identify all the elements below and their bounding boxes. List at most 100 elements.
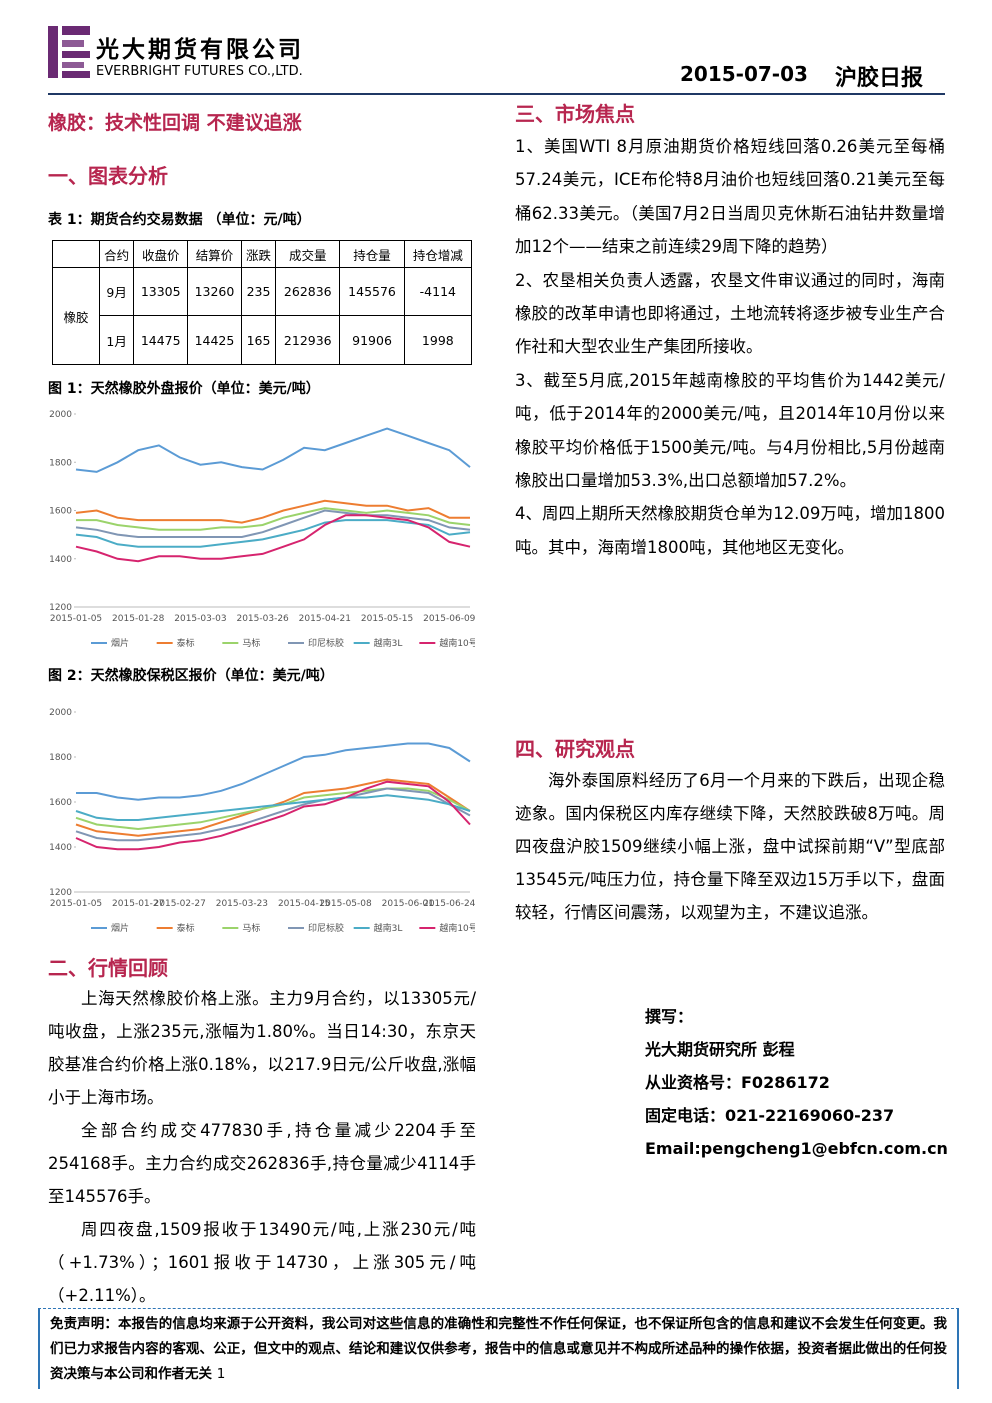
paragraph: 3、截至5月底,2015年越南橡胶的平均售价为1442美元/吨，低于2014年的… — [515, 370, 945, 491]
x-tick-label: 2015-01-28 — [112, 614, 165, 624]
table-cell: 145576 — [339, 267, 405, 316]
section-title: 四、研究观点 — [515, 737, 635, 761]
legend-label: 烟片 — [111, 922, 129, 934]
table-cell: 1998 — [403, 315, 473, 365]
legend-label: 泰标 — [177, 922, 195, 934]
series-line — [75, 787, 471, 842]
x-tick-label: 2015-01-27 — [112, 899, 164, 909]
author-block: 撰写： 光大期货研究所 彭程 从业资格号：F0286172 固定电话：021-2… — [645, 1000, 948, 1165]
table-cell — [52, 240, 100, 268]
table-header: 成交量 — [275, 240, 341, 268]
paragraph: 4、周四上期所天然橡胶期货仓单为12.09万吨，增加1800吨。其中，海南增18… — [515, 504, 945, 557]
table-cell: 13260 — [187, 267, 242, 316]
x-tick-label: 2015-03-23 — [216, 899, 268, 909]
figure-caption: 图 1：天然橡胶外盘报价（单位：美元/吨） — [48, 381, 320, 397]
disclaimer: 免责声明：本报告的信息均来源于公开资料，我公司对这些信息的准确性和完整性不作任何… — [50, 1316, 947, 1382]
company-cn: 光大期货有限公司 — [96, 37, 304, 63]
y-tick-label: 1200 — [49, 888, 72, 898]
series-line — [75, 499, 470, 524]
x-tick-label: 2015-04-21 — [299, 614, 351, 624]
paragraph: 全部合约成交477830手,持仓量减少2204手至254168手。主力合约成交2… — [48, 1121, 476, 1206]
x-tick-label: 2015-01-05 — [50, 899, 102, 909]
table-header: 合约 — [98, 240, 135, 268]
disclaimer-box: 免责声明：本报告的信息均来源于公开资料，我公司对这些信息的准确性和完整性不作任何… — [40, 1309, 957, 1390]
x-tick-label: 2015-06-24 — [423, 899, 475, 909]
chart: 1200 1400 1600 1800 2000 2015-01-05 2015-01-28… — [49, 410, 475, 649]
table-cell: 14475 — [133, 315, 189, 365]
x-tick-label: 2015-03-26 — [236, 614, 289, 624]
y-tick-label: 1200 — [49, 603, 72, 613]
chart: 1200 1400 1600 1800 2000 2015-01-05 2015-01-27… — [49, 708, 475, 934]
x-tick-label: 2015-06-01 — [382, 899, 434, 909]
x-tick-label: 2015-06-09 — [423, 614, 475, 624]
table-cell: 235 — [240, 267, 277, 316]
paragraph: 海外泰国原料经历了6月一个月来的下跌后，出现企稳迹象。国内保税区内库存继续下降，… — [515, 771, 945, 922]
series-line — [75, 787, 471, 831]
data-table: 合约 收盘价 结算价 涨跌 成交量 持仓量 持仓增减 橡胶 9月 13305 13260 235 26… — [52, 240, 473, 365]
author-line: 光大期货研究所 彭程 — [645, 1040, 795, 1059]
legend-label: 越南3L — [374, 637, 403, 649]
legend-label: 马标 — [242, 922, 260, 934]
logo — [48, 26, 90, 78]
y-tick-label: 1800 — [49, 458, 72, 468]
table-header: 涨跌 — [240, 240, 277, 268]
x-tick-label: 2015-05-15 — [361, 614, 413, 624]
table-header: 持仓量 — [339, 240, 405, 268]
paragraphs: 1、美国WTI 8月原油期货价格短线回落0.26美元至每桶57.24美元，ICE… — [515, 130, 945, 564]
series-line — [76, 742, 471, 801]
page-number: 1 — [216, 1366, 226, 1382]
series-line — [75, 509, 471, 538]
table-header: 持仓增减 — [403, 240, 473, 268]
legend-label: 烟片 — [111, 637, 129, 649]
series-line — [75, 514, 471, 563]
series-line — [75, 519, 471, 548]
header-rule — [48, 93, 945, 95]
table-header: 结算价 — [187, 240, 242, 268]
series-line — [75, 794, 471, 821]
table-cell: 165 — [240, 315, 277, 365]
paragraph: 1、美国WTI 8月原油期货价格短线回落0.26美元至每桶57.24美元，ICE… — [515, 137, 945, 257]
x-tick-label: 2015-02-27 — [154, 899, 206, 909]
author-line: 固定电话：021-22169060-237 — [645, 1106, 895, 1125]
table-cell: 14425 — [187, 315, 242, 365]
legend-label: 马标 — [242, 637, 260, 649]
paragraphs: 海外泰国原料经历了6月一个月来的下跌后，出现企稳迹象。国内保税区内库存继续下降，… — [515, 764, 945, 929]
y-tick-label: 1800 — [49, 753, 72, 763]
row-group: 橡胶 — [52, 267, 100, 365]
table-cell: 13305 — [133, 267, 189, 316]
x-tick-label: 2015-04-15 — [278, 899, 330, 909]
paragraph: 2、农垦相关负责人透露，农垦文件审议通过的同时，海南橡胶的改革申请也即将通过，土… — [515, 270, 945, 357]
series-line — [75, 780, 471, 851]
x-tick-label: 2015-01-05 — [50, 614, 102, 624]
section-title: 一、图表分析 — [48, 164, 168, 188]
x-tick-label: 2015-03-03 — [174, 614, 226, 624]
y-tick-label: 2000 — [49, 410, 72, 420]
series-line — [76, 507, 471, 531]
author-line: 从业资格号：F0286172 — [645, 1073, 830, 1092]
table-caption: 表 1：期货合约交易数据 （单位：元/吨） — [48, 212, 311, 228]
y-tick-label: 1400 — [49, 555, 72, 565]
y-tick-label: 1600 — [49, 507, 72, 517]
x-tick-label: 2015-05-08 — [319, 899, 372, 909]
author-line: 撰写： — [645, 1007, 694, 1026]
table-cell: 1月 — [98, 315, 135, 365]
legend-label: 印尼标胶 — [308, 637, 344, 649]
headline: 橡胶：技术性回调 不建议追涨 — [48, 112, 302, 134]
paragraph: 上海天然橡胶价格上涨。主力9月合约，以13305元/吨收盘，上涨235元,涨幅为… — [48, 989, 476, 1107]
section-title: 二、行情回顾 — [48, 956, 168, 980]
footer: 免责声明：本报告的信息均来源于公开资料，我公司对这些信息的准确性和完整性不作任何… — [38, 1308, 959, 1389]
report-name: 沪胶日报 — [835, 66, 924, 91]
paragraph: 周四夜盘,1509报收于13490元/吨,上涨230元/吨（+1.73%）；16… — [48, 1220, 476, 1305]
legend-label: 越南10号 — [439, 637, 475, 649]
table-header: 收盘价 — [133, 240, 189, 268]
table-cell: 212936 — [275, 315, 341, 365]
table-cell: 9月 — [98, 267, 135, 316]
author-line: Email:pengcheng1@ebfcn.com.cn — [645, 1139, 948, 1158]
figure-caption: 图 2：天然橡胶保税区报价（单位：美元/吨） — [48, 668, 334, 684]
y-tick-label: 1600 — [49, 798, 72, 808]
table-cell: 91906 — [339, 315, 405, 365]
legend-label: 泰标 — [177, 637, 195, 649]
table-cell: -4114 — [403, 267, 473, 316]
paragraphs: 上海天然橡胶价格上涨。主力9月合约，以13305元/吨收盘，上涨235元,涨幅为… — [48, 982, 476, 1312]
